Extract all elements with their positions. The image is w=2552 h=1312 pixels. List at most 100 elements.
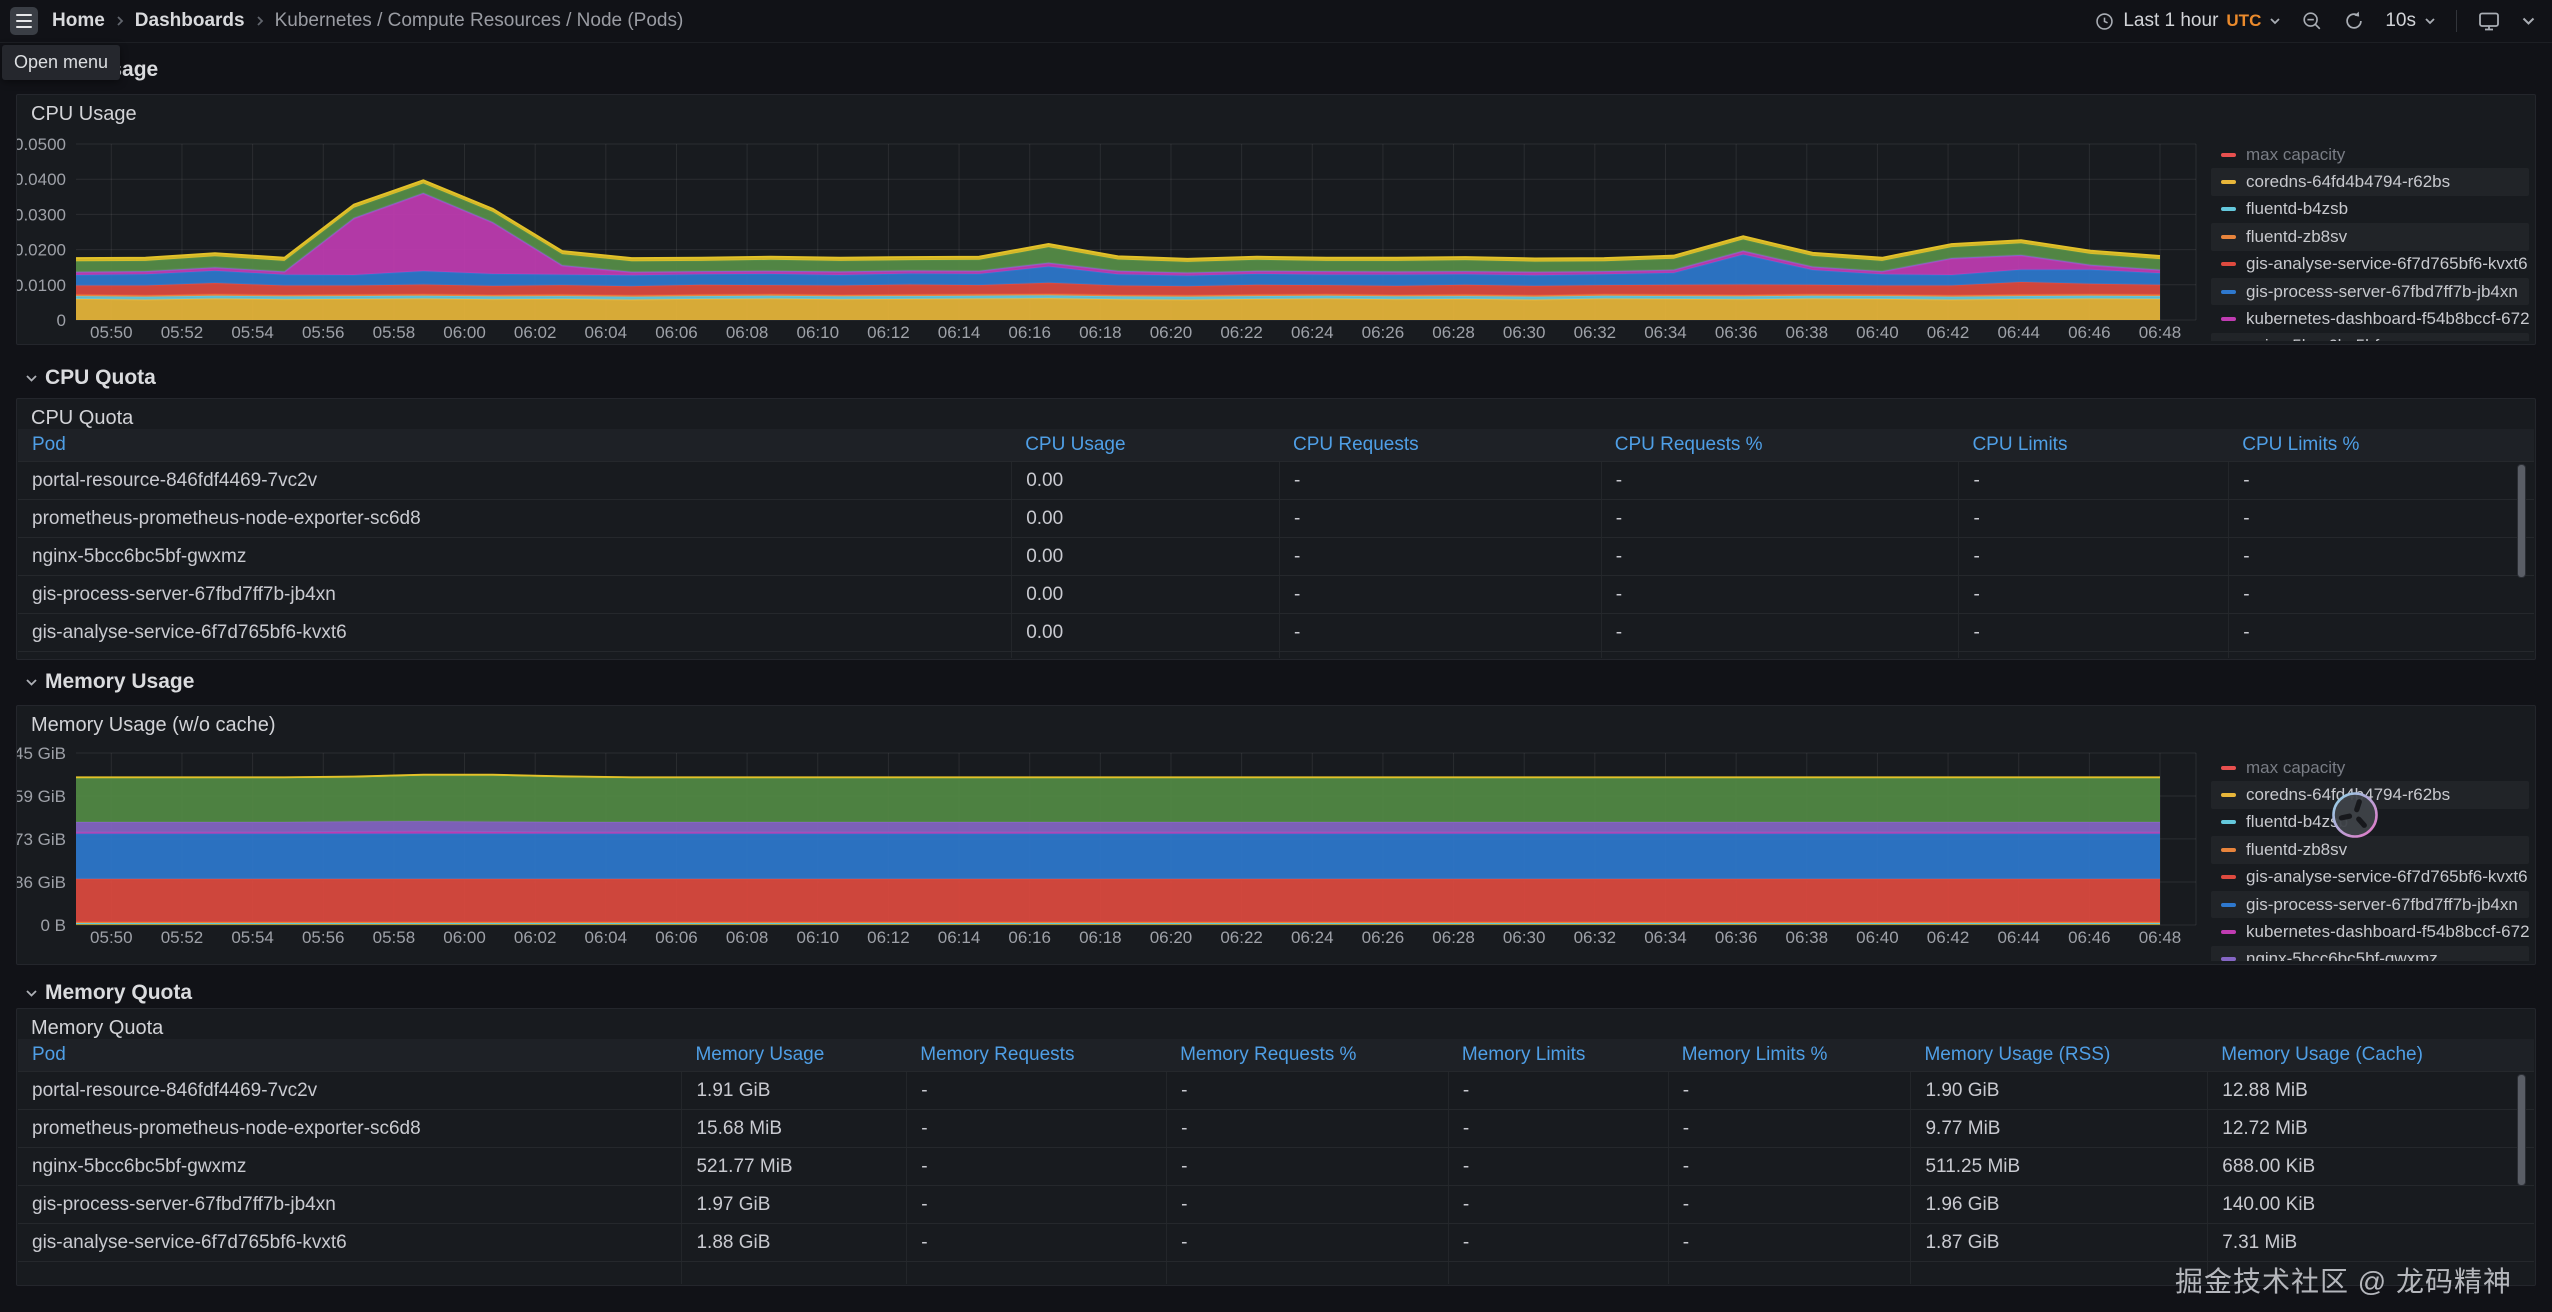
svg-text:05:58: 05:58 <box>373 323 416 342</box>
svg-text:06:28: 06:28 <box>1432 928 1475 947</box>
svg-text:06:28: 06:28 <box>1432 323 1475 342</box>
table-cell: - <box>1278 500 1601 537</box>
column-header[interactable]: Pod <box>32 1044 66 1065</box>
section-header-memory-quota[interactable]: Memory Quota <box>25 981 192 1005</box>
table-scrollbar[interactable] <box>2517 1074 2526 1186</box>
legend-item[interactable]: nginx-5bcc6bc5bf-gwxmz <box>2211 332 2529 341</box>
cpu-quota-table: Pod CPU Usage CPU Requests CPU Requests % CP… <box>18 429 2534 658</box>
table-row: prometheus-prometheus-node-exporter-sc6d… <box>18 499 2534 537</box>
column-header[interactable]: Memory Requests <box>920 1044 1075 1065</box>
table-cell: - <box>906 1186 1166 1223</box>
panel-title[interactable]: Memory Quota <box>31 1017 164 1039</box>
table-cell: 0.00 <box>1011 500 1279 537</box>
table-cell: 140.00 KiB <box>2207 1186 2534 1223</box>
legend-item[interactable]: fluentd-zb8sv <box>2211 223 2529 251</box>
column-header[interactable]: Memory Usage <box>695 1044 825 1065</box>
time-range-label: Last 1 hour <box>2123 10 2219 31</box>
legend-item[interactable]: max capacity <box>2211 141 2529 168</box>
table-row: gis-analyse-service-6f7d765bf6-kvxt6 1.88… <box>18 1223 2534 1261</box>
table-cell: - <box>1447 1110 1668 1147</box>
column-header[interactable]: Pod <box>32 434 66 455</box>
clock-icon <box>2094 11 2115 32</box>
svg-text:06:10: 06:10 <box>796 928 839 947</box>
table-cell: - <box>1667 1224 1911 1261</box>
svg-text:05:52: 05:52 <box>161 323 204 342</box>
table-cell: - <box>1600 462 1959 499</box>
column-header[interactable]: Memory Requests % <box>1180 1044 1357 1065</box>
legend-item[interactable]: gis-analyse-service-6f7d765bf6-kvxt6 <box>2211 251 2529 278</box>
table-cell: - <box>1278 538 1601 575</box>
table-cell: - <box>1447 1186 1668 1223</box>
column-header[interactable]: CPU Usage <box>1025 434 1126 455</box>
panel-title[interactable]: CPU Usage <box>31 103 137 125</box>
chevron-down-icon <box>2269 17 2281 25</box>
column-header[interactable]: CPU Requests % <box>1614 434 1763 455</box>
svg-text:06:44: 06:44 <box>1997 323 2040 342</box>
chevron-right-icon <box>255 14 265 28</box>
legend-label: kubernetes-dashboard-f54b8bccf-672tm <box>2246 922 2529 942</box>
refresh-interval-picker[interactable]: 10s <box>2385 10 2436 32</box>
legend-item[interactable]: fluentd-zb8sv <box>2211 836 2529 864</box>
svg-text:05:56: 05:56 <box>302 323 345 342</box>
menu-toggle-button[interactable] <box>10 7 38 35</box>
memory-usage-chart[interactable]: 0 B 1.86 GiB 3.73 GiB 5.59 GiB 7.45 GiB 05:50… <box>17 706 2533 962</box>
kiosk-mode-button[interactable] <box>2477 9 2501 33</box>
column-header[interactable]: CPU Requests <box>1292 434 1419 455</box>
breadcrumb-dashboards[interactable]: Dashboards <box>134 10 245 31</box>
table-cell: prometheus-prometheus-node-exporter-sc6d… <box>32 507 421 529</box>
legend-item[interactable]: nginx-5bcc6bc5bf-gwxmz <box>2211 945 2529 961</box>
table-cell: gis-analyse-service-6f7d765bf6-kvxt6 <box>32 1231 347 1253</box>
legend-item[interactable]: kubernetes-dashboard-f54b8bccf-672tm <box>2211 918 2529 945</box>
table-cell: 1.87 GiB <box>1910 1224 2207 1261</box>
legend-label: max capacity <box>2246 144 2346 164</box>
legend-item[interactable]: coredns-64fd4b4794-r62bs <box>2211 168 2529 196</box>
table-cell: gis-process-server-67fbd7ff7b-jb4xn <box>32 1193 336 1215</box>
panel-title[interactable]: CPU Quota <box>31 407 134 429</box>
table-cell: portal-resource-846fdf4469-7vc2v <box>32 469 318 491</box>
cpu-usage-chart[interactable]: 0 0.0100 0.0200 0.0300 0.0400 0.0500 05:50 05:5… <box>17 95 2533 342</box>
column-header[interactable]: CPU Limits <box>1972 434 2068 455</box>
legend-item[interactable]: fluentd-b4zsb <box>2211 196 2529 223</box>
table-cell: - <box>1278 462 1601 499</box>
legend-item[interactable]: coredns-64fd4b4794-r62bs <box>2211 781 2529 809</box>
legend-swatch <box>2221 317 2236 322</box>
legend-label: nginx-5bcc6bc5bf-gwxmz <box>2246 949 2438 961</box>
table-cell: 1.96 GiB <box>1910 1186 2207 1223</box>
section-header-memory-usage[interactable]: Memory Usage <box>25 670 194 694</box>
table-cell <box>1166 1262 1448 1284</box>
legend-item[interactable]: gis-process-server-67fbd7ff7b-jb4xn <box>2211 277 2529 306</box>
table-cell: - <box>2228 576 2534 613</box>
legend-item[interactable]: kubernetes-dashboard-f54b8bccf-672tm <box>2211 305 2529 332</box>
table-cell: nginx-5bcc6bc5bf-gwxmz <box>32 1155 247 1177</box>
hamburger-icon <box>16 14 32 16</box>
svg-text:06:02: 06:02 <box>514 323 557 342</box>
legend-item[interactable]: fluentd-b4zsb <box>2211 809 2529 836</box>
legend-item[interactable]: gis-analyse-service-6f7d765bf6-kvxt6 <box>2211 864 2529 891</box>
chevron-right-icon <box>115 14 125 28</box>
zoom-out-button[interactable] <box>2301 10 2323 32</box>
legend-swatch <box>2221 234 2236 239</box>
svg-text:1.86 GiB: 1.86 GiB <box>17 873 66 892</box>
column-header[interactable]: Memory Usage (Cache) <box>2221 1044 2423 1065</box>
column-header[interactable]: Memory Limits <box>1461 1044 1586 1065</box>
svg-text:0.0500: 0.0500 <box>17 135 66 154</box>
breadcrumb-home[interactable]: Home <box>52 10 105 31</box>
time-range-picker[interactable]: Last 1 hour UTC <box>2094 10 2281 32</box>
column-header[interactable]: CPU Limits % <box>2242 434 2360 455</box>
column-header[interactable]: Memory Usage (RSS) <box>1924 1044 2111 1065</box>
table-cell <box>1011 652 1279 658</box>
section-header-cpu-quota[interactable]: CPU Quota <box>25 366 156 390</box>
svg-text:05:52: 05:52 <box>161 928 204 947</box>
column-header[interactable]: Memory Limits % <box>1681 1044 1828 1065</box>
collapse-nav-chevron[interactable] <box>2521 16 2536 26</box>
legend-item[interactable]: max capacity <box>2211 754 2529 781</box>
svg-text:06:42: 06:42 <box>1927 323 1970 342</box>
refresh-button[interactable] <box>2343 10 2365 32</box>
chevron-down-icon <box>2424 17 2436 25</box>
legend-item[interactable]: gis-process-server-67fbd7ff7b-jb4xn <box>2211 890 2529 919</box>
panel-title[interactable]: Memory Usage (w/o cache) <box>31 714 276 736</box>
table-scrollbar[interactable] <box>2517 464 2526 578</box>
table-cell <box>1600 652 1959 658</box>
svg-text:06:04: 06:04 <box>585 323 628 342</box>
svg-text:06:26: 06:26 <box>1362 928 1405 947</box>
